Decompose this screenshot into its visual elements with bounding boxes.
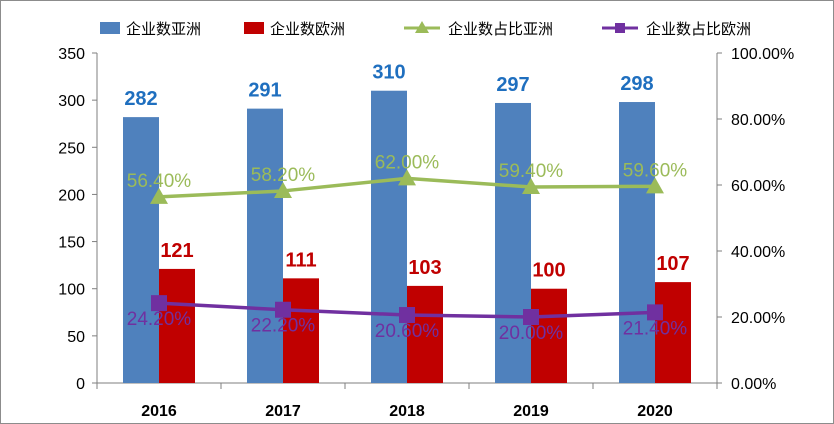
line-value-label: 62.00% xyxy=(375,152,440,173)
bar xyxy=(531,288,567,383)
left-tick-label: 0 xyxy=(76,376,85,393)
line-value-label: 21.40% xyxy=(623,318,688,339)
line-marker xyxy=(646,177,664,194)
right-tick-label: 60.00% xyxy=(731,178,785,195)
x-tick-label: 2017 xyxy=(265,403,301,420)
right-tick-label: 100.00% xyxy=(731,46,794,63)
x-tick-label: 2019 xyxy=(513,403,549,420)
bar-value-label: 291 xyxy=(248,80,281,102)
line-marker xyxy=(647,304,663,321)
right-tick-label: 0.00% xyxy=(731,376,776,393)
bars xyxy=(123,90,691,384)
left-tick-label: 200 xyxy=(58,187,85,204)
bar xyxy=(283,278,319,383)
bar-value-label: 298 xyxy=(620,73,653,95)
bar xyxy=(123,117,159,383)
right-tick-label: 80.00% xyxy=(731,112,785,129)
left-tick-label: 250 xyxy=(58,140,85,157)
x-tick-label: 2018 xyxy=(389,403,425,420)
line-marker xyxy=(522,177,540,194)
legend-swatch xyxy=(244,22,264,34)
line-marker xyxy=(274,181,292,198)
bar xyxy=(655,282,691,383)
line-value-label: 58.20% xyxy=(251,165,316,186)
left-tick-label: 150 xyxy=(58,235,85,252)
bar-value-label: 121 xyxy=(160,240,193,262)
data-labels: 282 291 310 297 298 121 111 103 100 107 56.40% 58.2… xyxy=(124,62,689,344)
bar xyxy=(407,285,443,383)
left-tick-label: 100 xyxy=(58,282,85,299)
axes: 0 50 100 150 200 250 300 350 0.00% 20.00% 40.00% 60… xyxy=(58,46,794,420)
line-marker xyxy=(150,187,168,204)
bar-value-label: 297 xyxy=(496,74,529,96)
right-tick-label: 40.00% xyxy=(731,244,785,261)
legend-label: 企业数亚洲 xyxy=(126,20,201,38)
line-marker xyxy=(275,301,291,318)
bar xyxy=(159,268,195,383)
line-marker xyxy=(399,307,415,324)
legend: 企业数亚洲 企业数欧洲 企业数占比亚洲 企业数占比欧洲 xyxy=(100,20,751,38)
lines xyxy=(150,169,664,325)
bar xyxy=(619,102,655,384)
bar-value-label: 310 xyxy=(372,62,405,84)
bar xyxy=(247,108,283,383)
line-value-label: 59.40% xyxy=(499,161,564,182)
legend-swatch xyxy=(100,22,120,34)
bar-value-label: 107 xyxy=(656,253,689,275)
line-marker xyxy=(398,169,416,186)
line-value-label: 56.40% xyxy=(127,171,192,192)
legend-label: 企业数占比欧洲 xyxy=(646,20,751,38)
line-marker xyxy=(151,295,167,312)
left-tick-label: 300 xyxy=(58,93,85,110)
line-value-label: 24.20% xyxy=(127,309,192,330)
x-tick-label: 2016 xyxy=(141,403,177,420)
legend-marker xyxy=(615,23,625,33)
bar-value-label: 100 xyxy=(532,260,565,282)
line-value-label: 22.20% xyxy=(251,316,316,337)
legend-label: 企业数占比亚洲 xyxy=(448,20,553,38)
legend-label: 企业数欧洲 xyxy=(270,20,345,38)
line-value-label: 20.00% xyxy=(499,323,564,344)
left-tick-label: 50 xyxy=(67,329,85,346)
legend-marker xyxy=(415,21,429,33)
bar xyxy=(371,90,407,383)
bar-value-label: 282 xyxy=(124,88,157,110)
line-marker xyxy=(523,309,539,325)
line-value-label: 20.60% xyxy=(375,321,440,342)
x-tick-label: 2020 xyxy=(637,403,673,420)
right-tick-label: 20.00% xyxy=(731,310,785,327)
bar xyxy=(495,102,531,383)
bar-value-label: 103 xyxy=(408,257,441,279)
left-tick-label: 350 xyxy=(58,46,85,63)
bar-value-label: 111 xyxy=(285,249,316,271)
line-value-label: 59.60% xyxy=(623,160,688,181)
